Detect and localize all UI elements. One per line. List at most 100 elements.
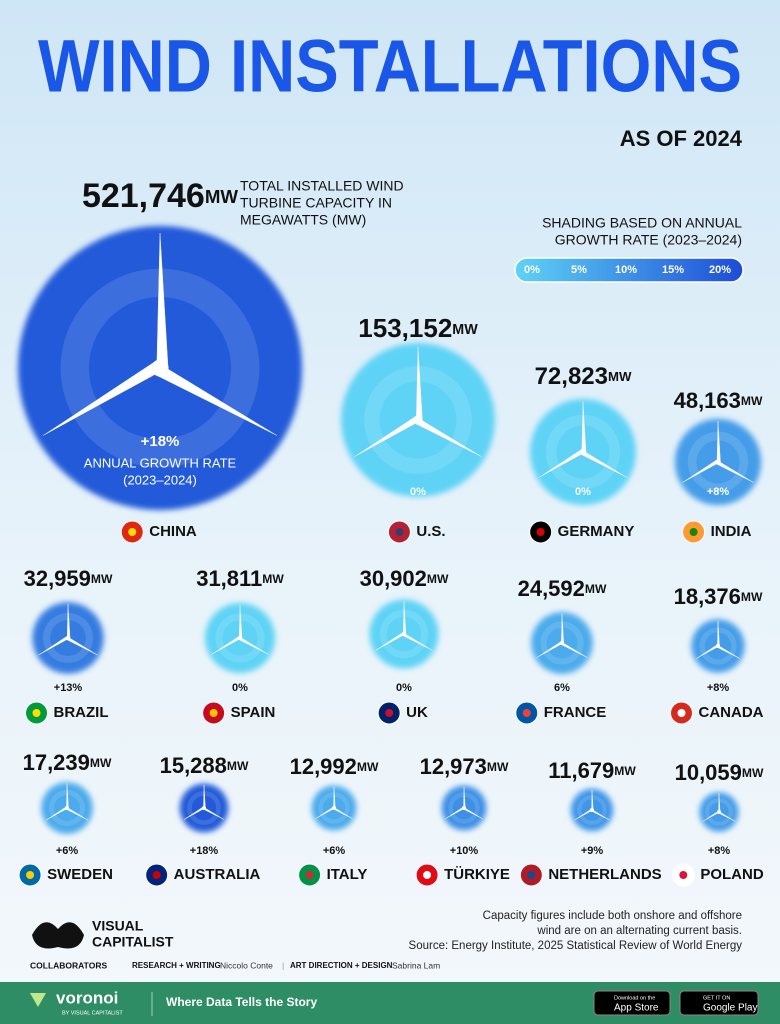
value-unit: MW (205, 186, 239, 207)
value-unit: MW (741, 394, 763, 408)
value-number: 12,973 (420, 754, 487, 779)
country-group: 11,679MW +9% NETHERLANDS (519, 758, 662, 887)
value-unit: MW (357, 760, 379, 774)
value-label: 30,902MW (360, 566, 449, 591)
growth-label: 0% (396, 682, 412, 694)
country-group: 17,239MW +6% SWEDEN (18, 750, 113, 887)
brand-sub: BY VISUAL CAPITALIST (62, 1010, 123, 1016)
value-label: 24,592MW (518, 576, 607, 601)
legend-tick-label: 5% (571, 264, 587, 276)
flag-detail (677, 709, 686, 717)
growth-caption: ANNUAL GROWTH RATE (84, 455, 237, 470)
value-label: 17,239MW (23, 750, 112, 775)
value-number: 10,059 (675, 760, 742, 785)
country-name: TÜRKIYE (444, 866, 510, 883)
country-name: AUSTRALIA (174, 866, 261, 883)
value-label: 153,152MW (358, 313, 478, 343)
growth-label: +6% (323, 845, 346, 857)
turbine-hub (151, 359, 169, 377)
name: Sabrina Lam (392, 960, 440, 970)
growth-label: +13% (54, 682, 83, 694)
flag-detail (26, 871, 35, 879)
value-label: 18,376MW (674, 584, 763, 609)
value-number: 48,163 (674, 388, 741, 413)
value-unit: MW (741, 590, 763, 604)
growth-label: +9% (581, 845, 604, 857)
role: RESEARCH + WRITING (132, 961, 221, 970)
country-name: CANADA (699, 704, 764, 721)
country-group: 12,973MW +10% TÜRKIYE (415, 754, 510, 887)
growth-caption: (2023–2024) (123, 472, 197, 487)
app-store-button[interactable] (593, 990, 671, 1016)
value-number: 24,592 (518, 576, 585, 601)
legend-tick-label: 20% (709, 264, 731, 276)
country-name: U.S. (416, 523, 445, 540)
country-name: SWEDEN (47, 866, 113, 883)
flag-detail (32, 709, 41, 717)
flag-detail (423, 871, 432, 879)
value-unit: MW (487, 760, 509, 774)
flag-detail (152, 871, 161, 879)
value-unit: MW (262, 572, 284, 586)
logo-text: CAPITALIST (92, 934, 174, 950)
legend-title: GROWTH RATE (2023–2024) (555, 232, 742, 248)
turbine-hub (715, 459, 721, 465)
turbine-hub (65, 806, 69, 810)
value-label: 521,746MW (82, 177, 238, 215)
note: Capacity figures include both onshore an… (483, 910, 742, 922)
value-unit: MW (585, 582, 607, 596)
growth-label: +8% (707, 486, 730, 498)
country-group: 18,376MW +8% CANADA (670, 584, 764, 725)
separator: | (282, 960, 284, 970)
value-unit: MW (427, 572, 449, 586)
country-group: 153,152MW 0% U.S. (341, 313, 495, 544)
growth-label: 0% (232, 682, 248, 694)
size-label-line: MEGAWATTS (MW) (240, 212, 366, 228)
app-store-small: Download on the (614, 995, 655, 1001)
collaborators: COLLABORATORS (30, 960, 107, 970)
country-name: NETHERLANDS (548, 866, 661, 883)
value-number: 521,746 (82, 177, 205, 215)
turbine-hub (413, 415, 423, 425)
value-number: 30,902 (360, 566, 427, 591)
turbine-hub (332, 806, 336, 810)
country-group: 31,811MW 0% SPAIN (196, 566, 284, 725)
legend-title: SHADING BASED ON ANNUAL (542, 215, 742, 231)
value-unit: MW (90, 756, 112, 770)
growth-label: +18% (141, 433, 180, 450)
value-label: 48,163MW (674, 388, 763, 413)
flag-detail (395, 528, 404, 536)
tagline: Where Data Tells the Story (166, 995, 317, 1009)
brand: voronoi (56, 988, 118, 1007)
country-name: ITALY (327, 866, 368, 883)
growth-label: +8% (707, 682, 730, 694)
country-group: 521,746MW +18% CHINA (18, 177, 302, 544)
flag-detail (522, 709, 531, 717)
turbine-hub (202, 806, 206, 810)
turbine-hub (560, 641, 564, 645)
value-number: 153,152 (358, 313, 452, 343)
flag-detail (527, 871, 536, 879)
google-play-button[interactable] (679, 990, 759, 1016)
turbine-hub (237, 635, 243, 641)
value-unit: MW (614, 764, 636, 778)
google-play-small: GET IT ON (703, 995, 730, 1001)
value-unit: MW (608, 369, 632, 384)
turbine-hub (462, 806, 466, 810)
role: ART DIRECTION + DESIGN (290, 961, 393, 970)
logo-text: VISUAL (92, 918, 144, 934)
growth-label: 0% (410, 486, 426, 498)
country-group: 24,592MW 6% FRANCE (515, 576, 607, 725)
note: wind are on an alternating current basis… (536, 925, 742, 937)
turbine-hub (579, 448, 587, 456)
turbine-hub (590, 808, 594, 812)
value-unit: MW (452, 322, 478, 338)
value-number: 32,959 (24, 566, 91, 591)
flag-detail (536, 528, 545, 536)
growth-label: 6% (554, 682, 570, 694)
value-unit: MW (742, 766, 764, 780)
source: Source: Energy Institute, 2025 Statistic… (409, 940, 743, 952)
flag-detail (305, 871, 314, 879)
country-group: 15,288MW +18% AUSTRALIA (145, 753, 261, 887)
